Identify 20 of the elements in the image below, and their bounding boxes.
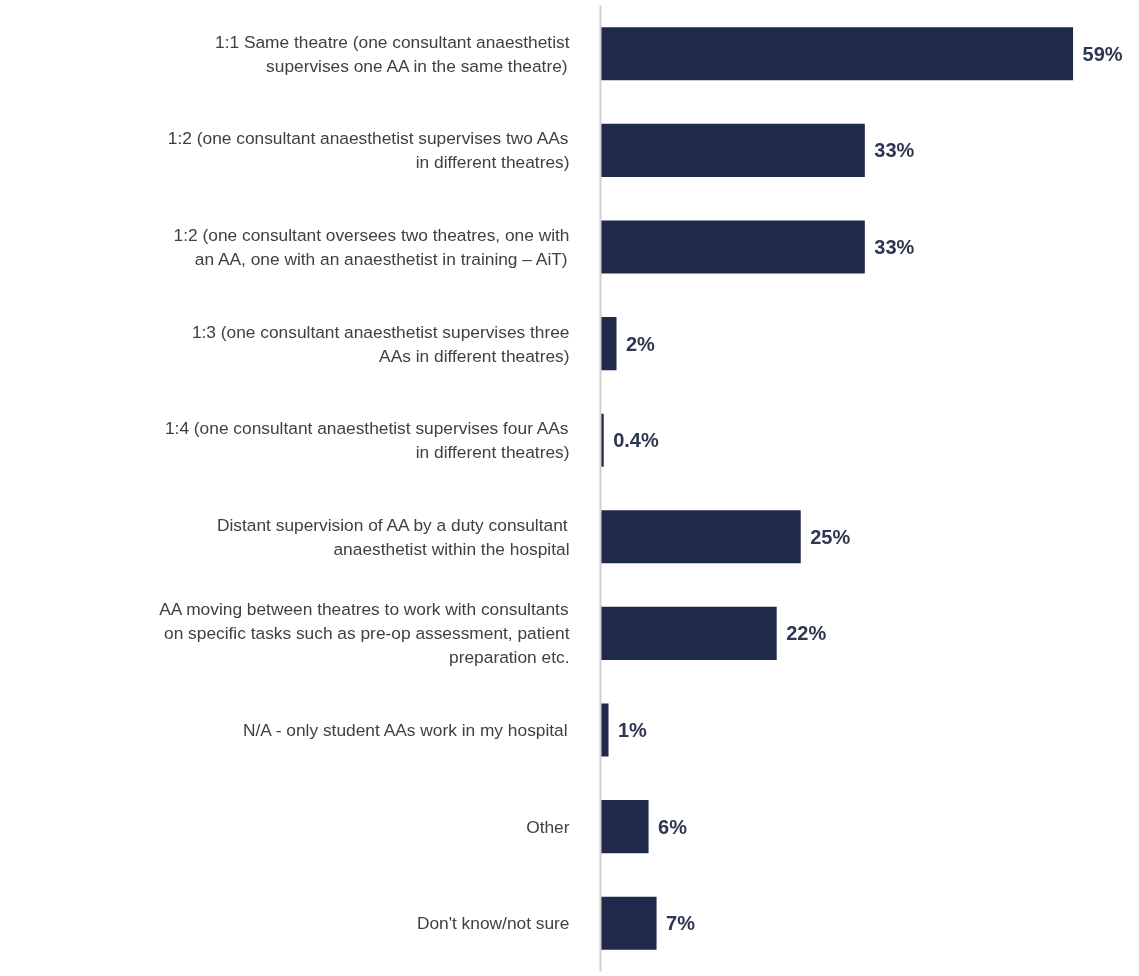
data-label: 59%	[1082, 42, 1123, 65]
data-label: 33%	[874, 139, 915, 162]
y-tick-label: 1:4 (one consultant anaesthetist supervises four AAs in different theatres)	[164, 418, 570, 463]
y-tick-label: AA moving between theatres to work with consultants on specific tasks such as pre-op assessment, patient preparation etc.	[159, 599, 570, 668]
y-tick-label: N/A - only student AAs work in my hospital	[243, 720, 568, 740]
y-tick-label: 1:1 Same theatre (one consultant anaesthetist supervises one AA in the same theatre)	[215, 31, 570, 76]
data-label: 22%	[786, 622, 827, 645]
data-label: 1%	[617, 719, 648, 741]
y-tick-label: Other	[526, 816, 570, 837]
y-tick-label: Distant supervision of AA by a duty consultant anaesthetist within the hospital	[216, 514, 570, 559]
data-label: 2%	[625, 332, 656, 355]
data-label: 0.4%	[613, 429, 659, 452]
data-label: 25%	[810, 525, 851, 548]
y-tick-label: Don't know/not sure	[416, 913, 570, 934]
y-tick-label: 1:2 (one consultant oversees two theatres, one with an AA, one with an anaesthetist in training – AiT)	[173, 225, 570, 269]
y-tick-label: 1:3 (one consultant anaesthetist supervises three AAs in different theatres)	[191, 321, 570, 366]
y-tick-label: 1:2 (one consultant anaesthetist supervises two AAs in different theatres)	[167, 128, 570, 173]
data-label: 33%	[874, 236, 915, 258]
data-label: 6%	[658, 815, 688, 838]
data-label: 7%	[666, 912, 696, 935]
